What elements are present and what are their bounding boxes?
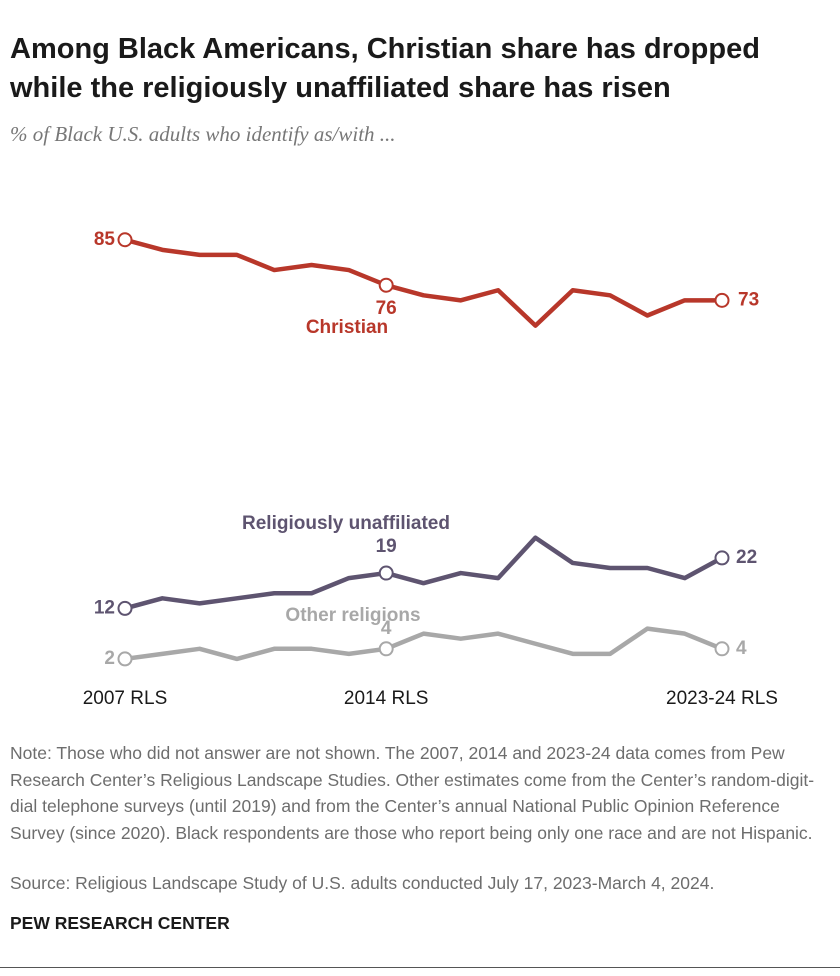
point-marker: [117, 651, 133, 667]
value-label: 76: [376, 298, 397, 319]
value-label: 4: [381, 618, 392, 639]
series-line: [124, 626, 723, 662]
series-label: Christian: [306, 317, 388, 338]
value-label: 2: [104, 648, 115, 669]
point-marker: [714, 550, 730, 566]
point-marker: [714, 641, 730, 657]
x-tick-label: 2007 RLS: [83, 688, 168, 709]
value-label: 19: [376, 536, 397, 557]
value-label: 12: [94, 597, 115, 618]
source: Source: Religious Landscape Study of U.S…: [10, 873, 715, 893]
value-label: 73: [738, 289, 759, 310]
x-tick-label: 2014 RLS: [344, 688, 429, 709]
rule: [0, 967, 840, 968]
chart-title: Among Black Americans, Christian share h…: [10, 33, 760, 104]
point-marker: [378, 565, 394, 581]
note: Note: Those who did not answer are not s…: [10, 743, 815, 843]
chart-subtitle: % of Black U.S. adults who identify as/w…: [10, 122, 396, 146]
series-line: [124, 535, 724, 611]
chart: 2007 RLS 2014 RLS 2023-24 RLS Christian 85 76…: [83, 229, 778, 709]
point-marker: [714, 292, 730, 308]
value-label: 4: [736, 638, 747, 659]
series-line: [124, 237, 722, 328]
value-label: 22: [736, 547, 757, 568]
value-label: 85: [94, 229, 116, 250]
x-tick-label: 2023-24 RLS: [666, 688, 778, 709]
footer: PEW RESEARCH CENTER: [10, 913, 230, 933]
series-label: Other religions: [285, 605, 420, 626]
point-marker: [117, 232, 133, 248]
point-marker: [117, 600, 133, 616]
point-marker: [378, 277, 394, 293]
point-marker: [378, 641, 394, 657]
series-label: Religiously unaffiliated: [242, 513, 450, 534]
